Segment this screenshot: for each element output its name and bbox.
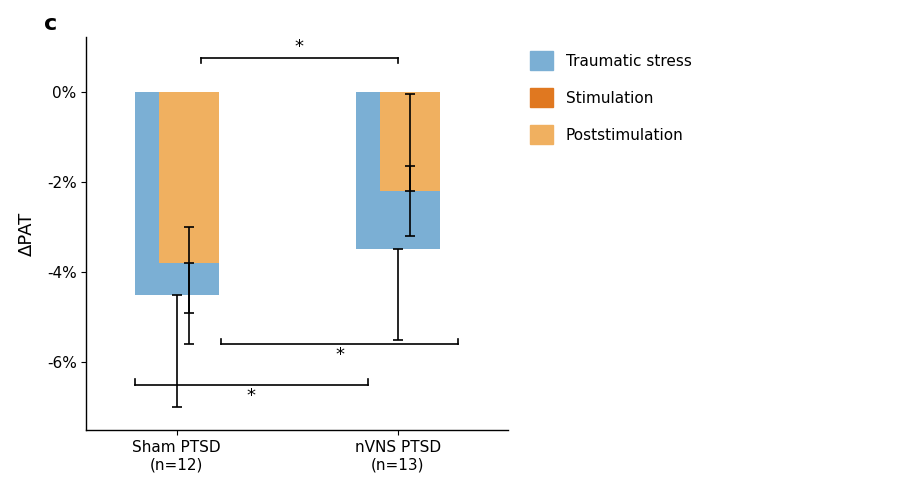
Text: *: * [247, 387, 256, 405]
Y-axis label: ΔPAT: ΔPAT [17, 211, 36, 256]
Text: *: * [295, 37, 304, 56]
Bar [134, 92, 219, 295]
Text: c: c [44, 14, 57, 34]
Bar [356, 92, 440, 249]
Legend: Traumatic stress, Stimulation, Poststimulation: Traumatic stress, Stimulation, Poststimu… [524, 45, 697, 150]
Bar [158, 92, 219, 263]
Bar [158, 92, 219, 227]
Bar [379, 92, 440, 123]
Text: *: * [335, 346, 344, 364]
Bar [379, 92, 440, 191]
